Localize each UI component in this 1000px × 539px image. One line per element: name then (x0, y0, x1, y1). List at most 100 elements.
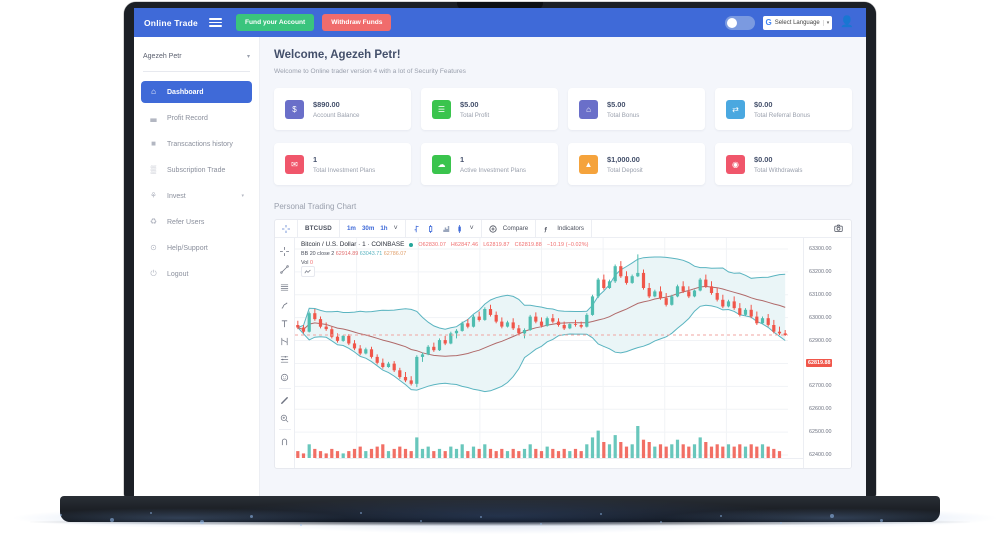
reflection-speck (420, 520, 422, 522)
brand-logo[interactable]: Online Trade (144, 17, 198, 28)
current-price-label: 62819.88 (806, 359, 833, 368)
stat-card-label: Total Profit (460, 111, 490, 119)
hamburger-icon[interactable] (202, 17, 228, 28)
stat-card-text: $0.00 Total Referral Bonus (754, 100, 810, 119)
area-type-icon (441, 225, 449, 232)
chevron-down-icon[interactable]: ˅ (469, 225, 474, 232)
price-axis: 63300.00 63200.00 63100.00 63000.00 62900.00… (803, 238, 851, 468)
language-selector[interactable]: G Select Language ▾ (762, 15, 833, 30)
chart-timeframes[interactable]: 1m 30m 1h ˅ (340, 220, 406, 238)
stat-card-value: $0.00 (754, 154, 773, 164)
cloud-icon: ☁ (432, 154, 451, 174)
timeframe-1m[interactable]: 1m (346, 225, 356, 232)
stat-card[interactable]: ☁ 1 Active Investment Plans (421, 143, 558, 185)
user-avatar-icon[interactable]: 👤 (840, 16, 854, 28)
chart-plot-area[interactable]: Bitcoin / U.S. Dollar · 1 · COINBASE O62… (295, 238, 803, 468)
stat-card-label: Active Investment Plans (460, 166, 527, 174)
indicators-button[interactable]: Indicators (536, 220, 593, 238)
sidebar-item-transcactions-history[interactable]: ■ Transcactions history (141, 133, 252, 155)
stat-card-label: Total Referral Bonus (754, 111, 811, 119)
timeframe-1h[interactable]: 1h (380, 225, 388, 232)
laptop-shadow (30, 518, 970, 526)
sidebar-item-dashboard[interactable]: ⌂ Dashboard (141, 81, 252, 103)
collapse-pane-button[interactable] (301, 266, 315, 277)
sidebar-item-label: Dashboard (167, 88, 204, 96)
sidebar-item-invest[interactable]: ⚘ Invest ▾ (141, 185, 252, 207)
stat-card[interactable]: ⌂ $5.00 Total Bonus (568, 88, 705, 130)
timeframe-30m[interactable]: 30m (361, 225, 375, 232)
sidebar: Agezeh Petr ▾ ⌂ Dashboard ▃ Profit Record ■ T… (134, 37, 260, 496)
compare-button[interactable]: Compare (482, 220, 537, 238)
stat-card-value: 1 (460, 154, 465, 164)
stat-card[interactable]: $ $890.00 Account Balance (274, 88, 411, 130)
measure-icon[interactable] (276, 332, 294, 350)
stat-cards-row-1: $ $890.00 Account Balance ☰ $5.00 Total Profi… (274, 88, 852, 130)
price-tick: 63200.00 (809, 268, 832, 275)
sidebar-item-label: Help/Support (167, 244, 208, 252)
function-icon (544, 226, 548, 233)
reflection-speck (720, 515, 722, 517)
price-tick: 63000.00 (809, 314, 832, 321)
reflection-speck (300, 524, 302, 526)
stat-card[interactable]: ☰ $5.00 Total Profit (421, 88, 558, 130)
sidebar-item-refer-users[interactable]: ♻ Refer Users (141, 211, 252, 233)
text-icon[interactable] (276, 314, 294, 332)
chevron-down-icon[interactable]: ▾ (241, 193, 244, 199)
chevron-down-icon: ▾ (822, 19, 829, 26)
network-icon: ⚘ (149, 191, 158, 200)
sidebar-item-profit-record[interactable]: ▃ Profit Record (141, 107, 252, 129)
sidebar-item-help-support[interactable]: ⊙ Help/Support (141, 237, 252, 259)
stat-card-label: Account Balance (313, 111, 360, 119)
ruler-icon[interactable] (276, 350, 294, 368)
chart-crosshair-tool[interactable] (275, 220, 298, 238)
withdraw-icon: ◉ (726, 154, 745, 174)
zoom-icon[interactable] (276, 409, 294, 427)
plus-circle-icon (489, 224, 497, 233)
chart-type-group[interactable]: ˅ (406, 220, 482, 238)
reflection-speck (200, 520, 204, 524)
reflection-speck (480, 516, 482, 518)
power-icon: ⏻ (150, 269, 157, 278)
grid-icon: ▒ (150, 165, 157, 174)
transfer-icon: ⇄ (726, 99, 745, 119)
sidebar-item-subscription-trade[interactable]: ▒ Subscription Trade (141, 159, 252, 181)
reflection-speck (660, 521, 662, 523)
theme-toggle-switch[interactable] (724, 15, 755, 30)
crosshair-icon[interactable] (276, 242, 294, 260)
compare-label: Compare (502, 225, 529, 232)
horizontal-lines-icon[interactable] (276, 278, 294, 296)
stat-card-value: $890.00 (313, 99, 340, 109)
fund-account-button[interactable]: Fund your Account (236, 14, 315, 31)
sidebar-item-label: Subscription Trade (167, 166, 226, 174)
price-tick: 62600.00 (809, 406, 832, 413)
trend-line-icon[interactable] (276, 260, 294, 278)
language-label: Select Language (774, 19, 820, 26)
chevron-down-icon[interactable]: ˅ (393, 225, 398, 232)
sidebar-item-label: Profit Record (167, 114, 208, 122)
brush-icon[interactable] (276, 296, 294, 314)
magnet-icon[interactable] (276, 391, 294, 409)
stat-cards-row-2: ✉ 1 Total Investment Plans ☁ 1 Active Investm… (274, 143, 852, 185)
page-subtitle: Welcome to Online trader version 4 with … (274, 68, 466, 75)
laptop-notch (457, 2, 543, 10)
chart-toolbar: BTCUSD 1m 30m 1h ˅ ˅ (275, 220, 851, 238)
account-selector[interactable]: Agezeh Petr ▾ (143, 46, 250, 72)
reflection-speck (830, 514, 834, 518)
withdraw-funds-button[interactable]: Withdraw Funds (322, 14, 392, 31)
tool-divider (278, 388, 291, 389)
emoji-icon[interactable] (276, 368, 294, 386)
indicators-label: Indicators (557, 225, 585, 232)
camera-icon[interactable] (826, 224, 851, 234)
stat-card-value: $5.00 (460, 99, 479, 109)
sidebar-item-logout[interactable]: ⏻ Logout (141, 263, 252, 285)
candlestick-canvas (295, 238, 788, 458)
stat-card[interactable]: ▲ $1,000.00 Total Deposit (568, 143, 705, 185)
lock-icon[interactable] (276, 432, 294, 450)
stat-card[interactable]: ⇄ $0.00 Total Referral Bonus (715, 88, 852, 130)
money-icon: ☰ (432, 99, 451, 119)
chart-symbol[interactable]: BTCUSD (298, 220, 340, 238)
stat-card-value: 1 (313, 154, 318, 164)
stat-card[interactable]: ✉ 1 Total Investment Plans (274, 143, 411, 185)
stat-card[interactable]: ◉ $0.00 Total Withdrawals (715, 143, 852, 185)
